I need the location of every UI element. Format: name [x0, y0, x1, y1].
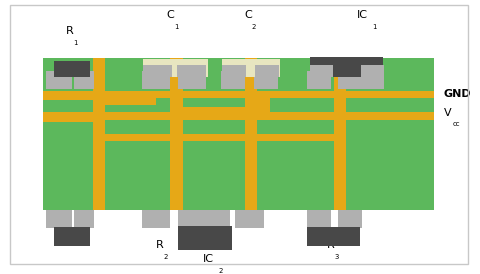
Bar — [43, 91, 434, 98]
Bar — [143, 59, 208, 77]
Text: cc: cc — [453, 121, 461, 127]
Bar — [105, 98, 156, 105]
Bar — [74, 210, 94, 228]
Bar — [221, 72, 245, 89]
Bar — [338, 210, 362, 228]
Bar — [183, 134, 245, 141]
Text: R: R — [66, 26, 73, 36]
Bar — [43, 58, 434, 210]
Bar — [178, 210, 206, 228]
Bar — [46, 210, 72, 228]
Bar — [235, 210, 264, 228]
Bar — [43, 112, 434, 120]
Bar — [255, 65, 279, 77]
Bar — [310, 58, 383, 77]
Bar — [170, 58, 183, 210]
Bar — [257, 134, 334, 141]
Bar — [245, 58, 257, 210]
Bar — [202, 210, 230, 228]
Text: 1: 1 — [73, 40, 78, 46]
Bar — [178, 226, 232, 250]
Bar — [93, 58, 105, 210]
Text: 3: 3 — [335, 254, 339, 260]
Bar — [307, 227, 360, 246]
Bar — [183, 107, 245, 114]
Bar — [257, 92, 270, 120]
Bar — [307, 72, 331, 89]
Text: 1: 1 — [174, 24, 179, 30]
Bar — [43, 93, 94, 100]
Bar — [46, 72, 72, 89]
Text: R: R — [156, 240, 164, 250]
Bar — [310, 65, 333, 77]
Bar — [74, 72, 94, 89]
Bar — [361, 65, 384, 77]
Text: IC: IC — [357, 10, 368, 20]
Text: 2: 2 — [252, 24, 256, 30]
Bar — [222, 59, 280, 77]
Bar — [54, 227, 90, 246]
Bar — [257, 91, 334, 98]
Bar — [222, 65, 246, 77]
Text: C: C — [244, 10, 252, 20]
Text: 1: 1 — [372, 24, 376, 30]
Bar — [142, 210, 170, 228]
Bar — [105, 134, 170, 141]
Bar — [307, 210, 331, 228]
Text: 2: 2 — [163, 254, 168, 260]
Bar — [334, 58, 346, 210]
Bar — [143, 65, 172, 77]
Bar — [142, 72, 170, 89]
Bar — [178, 72, 206, 89]
Bar — [54, 61, 90, 77]
Bar — [177, 65, 206, 77]
Text: GND: GND — [444, 89, 471, 99]
Bar — [43, 114, 94, 122]
Text: R: R — [327, 240, 335, 250]
Text: IC: IC — [204, 254, 214, 264]
Bar — [338, 72, 384, 89]
Text: 2: 2 — [218, 269, 223, 274]
Text: C: C — [167, 10, 174, 20]
Bar — [254, 72, 278, 89]
Text: V: V — [444, 108, 451, 118]
